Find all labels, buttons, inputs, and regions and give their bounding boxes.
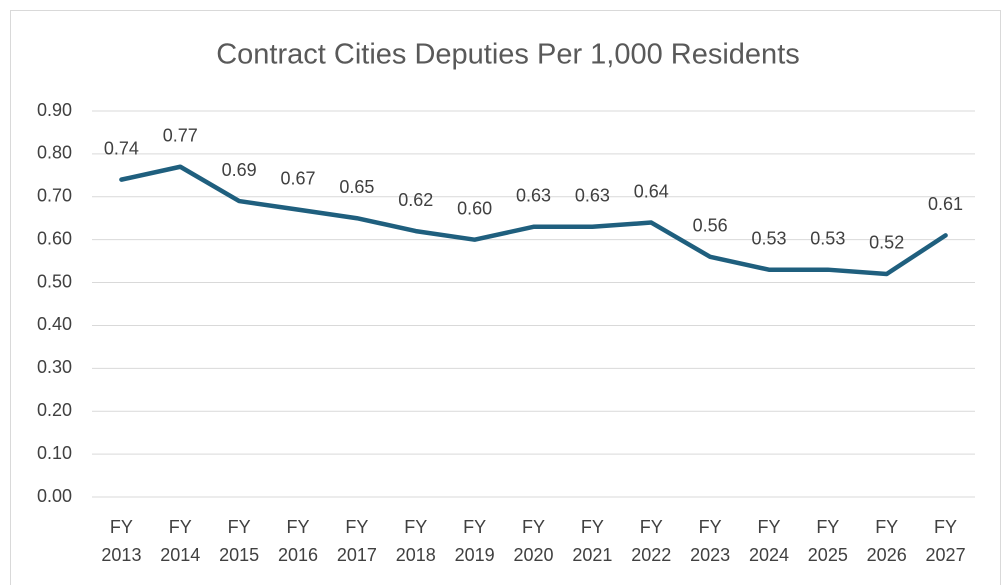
x-tick-label: FY 2020 — [513, 517, 553, 565]
y-tick-label: 0.50 — [37, 271, 72, 291]
data-label: 0.74 — [104, 138, 139, 158]
y-tick-label: 0.70 — [37, 186, 72, 206]
data-label: 0.62 — [398, 190, 433, 210]
x-tick-label: FY 2016 — [278, 517, 318, 565]
x-tick-label: FY 2027 — [926, 517, 966, 565]
y-tick-label: 0.10 — [37, 443, 72, 463]
x-tick-label: FY 2015 — [219, 517, 259, 565]
x-tick-label: FY 2018 — [396, 517, 436, 565]
data-label: 0.61 — [928, 194, 963, 214]
x-tick-label: FY 2024 — [749, 517, 789, 565]
data-label: 0.60 — [457, 198, 492, 218]
x-tick-label: FY 2014 — [160, 517, 200, 565]
x-tick-label: FY 2023 — [690, 517, 730, 565]
data-label: 0.53 — [751, 228, 786, 248]
data-label: 0.69 — [222, 160, 257, 180]
data-label: 0.77 — [163, 126, 198, 146]
chart-title: Contract Cities Deputies Per 1,000 Resid… — [216, 39, 800, 71]
x-tick-label: FY 2025 — [808, 517, 848, 565]
data-label: 0.63 — [575, 186, 610, 206]
x-tick-label: FY 2021 — [572, 517, 612, 565]
x-tick-label: FY 2019 — [455, 517, 495, 565]
y-tick-label: 0.00 — [37, 486, 72, 506]
y-tick-label: 0.60 — [37, 228, 72, 248]
x-tick-label: FY 2026 — [867, 517, 907, 565]
y-tick-label: 0.30 — [37, 357, 72, 377]
data-label: 0.52 — [869, 233, 904, 253]
y-tick-label: 0.80 — [37, 143, 72, 163]
data-label: 0.67 — [281, 168, 316, 188]
y-tick-label: 0.20 — [37, 400, 72, 420]
data-line — [119, 164, 948, 277]
chart-border — [10, 10, 1001, 585]
data-label: 0.64 — [634, 181, 669, 201]
x-tick-label: FY 2013 — [101, 517, 141, 565]
data-label: 0.63 — [516, 186, 551, 206]
y-tick-label: 0.40 — [37, 314, 72, 334]
data-label: 0.65 — [339, 177, 374, 197]
x-tick-label: FY 2017 — [337, 517, 377, 565]
data-label: 0.56 — [693, 216, 728, 236]
data-label: 0.53 — [810, 228, 845, 248]
x-tick-label: FY 2022 — [631, 517, 671, 565]
y-tick-label: 0.90 — [37, 100, 72, 120]
